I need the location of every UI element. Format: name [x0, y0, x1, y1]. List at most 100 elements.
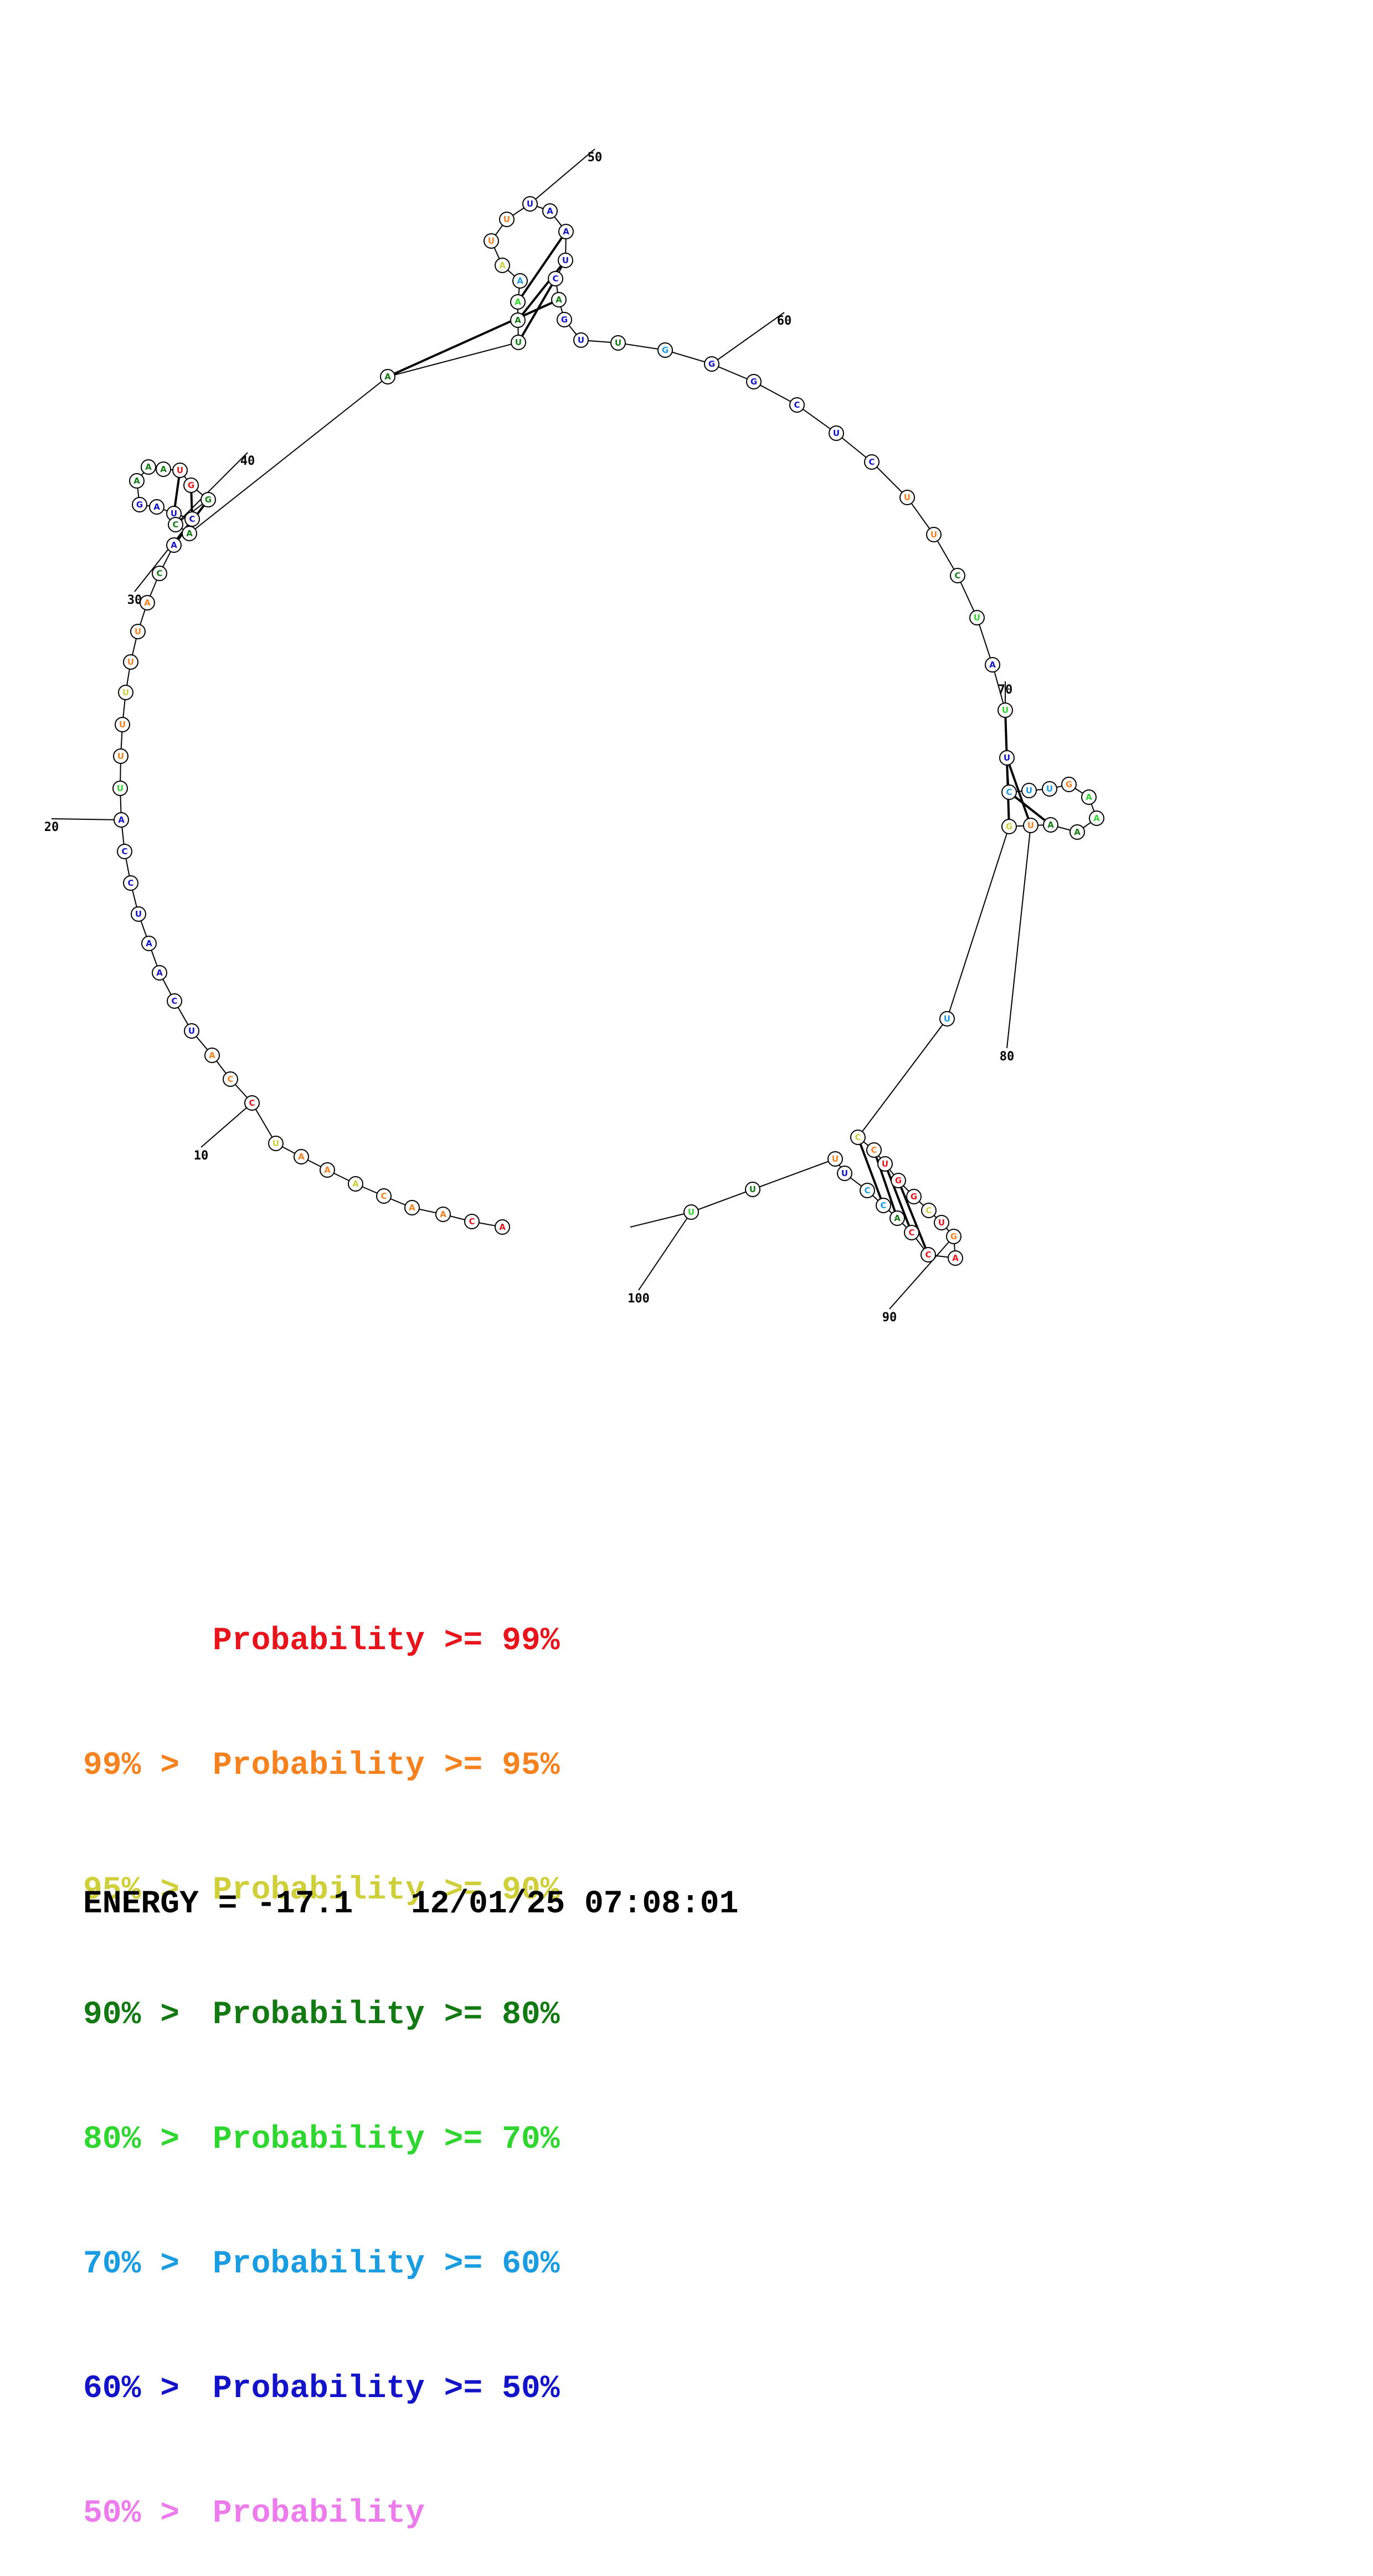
- nucleotide: U: [573, 332, 589, 348]
- nucleotide: C: [921, 1247, 936, 1263]
- nucleotide-circle: [548, 271, 563, 286]
- nucleotide-letter: G: [750, 377, 757, 387]
- position-tick: [200, 1102, 253, 1148]
- nucleotide-circle: [510, 312, 526, 328]
- position-tick: [529, 148, 595, 204]
- nucleotide-circle: [985, 657, 1000, 673]
- nucleotide: A: [348, 1176, 363, 1192]
- nucleotide-letter: C: [864, 1186, 870, 1195]
- nucleotide-letter: G: [895, 1176, 902, 1186]
- nucleotide: U: [268, 1136, 284, 1151]
- nucleotide-circle: [268, 1136, 284, 1151]
- nucleotide-letter: A: [1086, 792, 1092, 802]
- nucleotide: U: [115, 717, 130, 732]
- nucleotide-circle: [904, 1225, 919, 1240]
- nucleotide-letter: U: [1026, 786, 1032, 796]
- nucleotide-circle: [114, 812, 129, 828]
- base-pair-bond: [884, 1163, 913, 1233]
- nucleotide-letter: A: [144, 598, 151, 608]
- nucleotide: G: [132, 497, 147, 512]
- nucleotide-circle: [558, 224, 574, 239]
- legend-row-90: 95% > Probability >= 90%: [83, 1870, 560, 1911]
- nucleotide-circle: [1042, 781, 1057, 797]
- nucleotide-letter: A: [209, 1050, 215, 1060]
- nucleotide: A: [156, 461, 171, 477]
- nucleotide-letter: A: [515, 315, 521, 325]
- nucleotide-letter: C: [925, 1250, 931, 1260]
- legend-label: Probability: [213, 2496, 425, 2532]
- nucleotide-letter: C: [189, 514, 195, 524]
- nucleotide-circle: [926, 527, 942, 542]
- nucleotide-letter: U: [515, 337, 522, 347]
- legend-prefix: 60% >: [83, 2371, 199, 2407]
- nucleotide-circle: [183, 478, 199, 493]
- position-label: 80: [1000, 1050, 1015, 1064]
- nucleotide-letter: C: [880, 1200, 886, 1210]
- nucleotide-circle: [891, 1173, 906, 1188]
- nucleotide-circle: [115, 717, 130, 732]
- nucleotide-circle: [140, 595, 155, 610]
- nucleotide: A: [495, 1219, 510, 1235]
- nucleotide: U: [939, 1011, 955, 1027]
- nucleotide: U: [1023, 818, 1038, 833]
- nucleotide-letter: U: [562, 255, 569, 265]
- nucleotide-circle: [172, 463, 188, 478]
- base-pair-bond: [387, 299, 559, 378]
- nucleotide-circle: [889, 1210, 905, 1226]
- nucleotide-circle: [934, 1215, 949, 1230]
- nucleotide: C: [921, 1203, 937, 1218]
- nucleotide-circle: [999, 750, 1015, 766]
- nucleotide: C: [904, 1225, 919, 1240]
- nucleotide-circle: [683, 1204, 699, 1220]
- nucleotide-circle: [1023, 818, 1038, 833]
- nucleotide: C: [850, 1130, 866, 1145]
- nucleotide: C: [117, 844, 132, 859]
- nucleotide-circle: [182, 526, 197, 541]
- nucleotide-circle: [223, 1071, 238, 1087]
- base-pair-bond: [517, 278, 557, 343]
- nucleotide: U: [184, 1023, 199, 1039]
- nucleotide-letter: A: [499, 1222, 506, 1232]
- nucleotide-circle: [746, 374, 762, 389]
- nucleotide-letter: C: [1006, 787, 1012, 797]
- nucleotide-circle: [522, 196, 538, 212]
- nucleotide-circle: [542, 203, 558, 219]
- timestamp: 12/01/25 07:08:01: [410, 1886, 739, 1922]
- nucleotide-circle: [877, 1156, 893, 1172]
- nucleotide-letter: G: [662, 345, 668, 355]
- footer: ENERGY = -17.1 12/01/25 07:08:01: [83, 1886, 738, 1922]
- nucleotide-circle: [827, 1151, 843, 1167]
- nucleotide-circle: [829, 425, 844, 441]
- nucleotide: G: [891, 1173, 906, 1188]
- nucleotide-circle: [997, 702, 1013, 718]
- nucleotide: A: [404, 1200, 420, 1215]
- nucleotide: C: [223, 1071, 238, 1087]
- nucleotide-letter: G: [1006, 822, 1012, 832]
- nucleotide-circle: [112, 781, 128, 796]
- nucleotide-letter: U: [117, 751, 124, 761]
- nucleotide-letter: U: [841, 1168, 848, 1178]
- nucleotide-letter: A: [515, 297, 521, 307]
- nucleotide-letter: A: [499, 260, 506, 270]
- nucleotide-circle: [152, 566, 167, 581]
- nucleotide-letter: U: [930, 530, 937, 540]
- nucleotide-circle: [495, 1219, 510, 1235]
- nucleotide: C: [244, 1095, 260, 1111]
- nucleotide: C: [464, 1214, 480, 1229]
- nucleotide-circle: [1081, 789, 1097, 805]
- nucleotide-letter: C: [855, 1132, 861, 1142]
- position-label: 20: [44, 820, 59, 834]
- nucleotide-letter: C: [868, 457, 875, 467]
- nucleotide: A: [294, 1149, 309, 1164]
- nucleotide-letter: C: [249, 1098, 255, 1108]
- nucleotide-circle: [141, 936, 157, 951]
- nucleotide-circle: [1021, 783, 1037, 798]
- nucleotide-circle: [969, 610, 985, 625]
- nucleotide: A: [1081, 789, 1097, 805]
- nucleotide-circle: [168, 517, 183, 532]
- legend-prefix: 99% >: [83, 1748, 199, 1784]
- legend-label: Probability >= 80%: [213, 1997, 560, 2033]
- nucleotide-letter: U: [177, 465, 183, 475]
- nucleotide: U: [827, 1151, 843, 1167]
- nucleotide: U: [745, 1182, 760, 1197]
